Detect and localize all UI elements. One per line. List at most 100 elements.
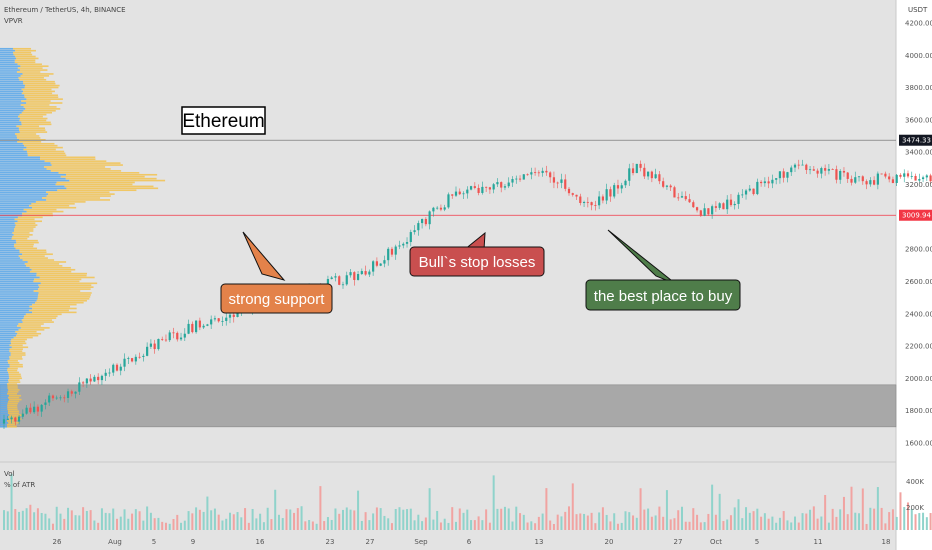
volume-bar-22 xyxy=(85,510,88,530)
candle-body-156 xyxy=(590,202,593,206)
candle-body-13 xyxy=(51,395,55,399)
volume-bar-156 xyxy=(590,512,593,530)
time-tick-15: 18 xyxy=(882,538,891,546)
vpvr-up-179 xyxy=(0,78,20,81)
candle-body-229 xyxy=(865,181,868,185)
candle-body-88 xyxy=(334,276,337,278)
vpvr-down-30 xyxy=(7,367,18,370)
candle-body-95 xyxy=(360,271,363,275)
time-tick-14: 11 xyxy=(814,538,823,546)
volume-bar-161 xyxy=(609,521,612,530)
candle-body-103 xyxy=(390,248,394,255)
time-tick-5: 23 xyxy=(326,538,335,546)
vpvr-up-183 xyxy=(0,71,17,73)
volume-bar-129 xyxy=(488,522,491,530)
volume-bar-213 xyxy=(805,513,808,530)
volume-bar-2 xyxy=(10,474,13,530)
vpvr-down-134 xyxy=(44,166,106,168)
volume-bar-166 xyxy=(628,512,631,530)
vpvr-up-48 xyxy=(0,332,18,335)
volume-bar-128 xyxy=(485,509,488,530)
vpvr-down-5 xyxy=(7,416,19,418)
vpvr-down-177 xyxy=(23,82,56,85)
vpvr-up-133 xyxy=(0,168,47,170)
volume-bar-199 xyxy=(752,511,755,530)
vpvr-down-34 xyxy=(7,360,18,362)
candle-body-11 xyxy=(44,402,47,405)
vpvr-up-17 xyxy=(0,392,8,395)
vpvr-down-21 xyxy=(7,385,18,387)
price-tick-10: 2200.00 xyxy=(905,343,932,351)
vpvr-up-95 xyxy=(0,241,17,244)
vpvr-up-151 xyxy=(0,133,16,135)
time-axis[interactable]: 26 Aug 5 9 16 23 27 Sep 6 13 20 27 Oct 5 11 18 xyxy=(53,538,891,546)
volume-bar-46 xyxy=(176,514,179,530)
vpvr-up-138 xyxy=(0,158,41,161)
candle-body-114 xyxy=(432,207,435,212)
volume-bar-178 xyxy=(673,518,676,530)
candle-body-58 xyxy=(221,320,224,322)
vpvr-down-118 xyxy=(42,197,101,199)
candle-body-174 xyxy=(658,174,661,182)
volume-bar-197 xyxy=(745,507,748,530)
candle-body-226 xyxy=(854,177,857,183)
volume-bar-93 xyxy=(353,510,356,530)
vpvr-down-124 xyxy=(64,185,154,188)
volume-bar-189 xyxy=(714,514,717,530)
vpvr-down-157 xyxy=(21,121,51,124)
candle-body-175 xyxy=(662,181,665,187)
volume-bar-127 xyxy=(481,520,484,530)
vpvr-up-170 xyxy=(0,96,25,99)
volume-bar-210 xyxy=(794,516,796,530)
stop-losses-callout xyxy=(409,246,545,277)
vpvr-down-142 xyxy=(26,150,65,153)
vpvr-down-108 xyxy=(17,216,43,219)
vpvr-up-182 xyxy=(0,73,23,75)
candle-body-184 xyxy=(695,207,699,211)
vpvr-up-44 xyxy=(0,340,11,343)
vpvr-up-97 xyxy=(0,237,12,240)
volume-bar-177 xyxy=(669,519,672,530)
volume-bar-0 xyxy=(3,510,5,530)
vpvr-up-63 xyxy=(0,303,33,306)
volume-bar-25 xyxy=(97,522,100,530)
title-box xyxy=(181,106,266,135)
volume-bar-194 xyxy=(733,507,736,530)
candle-body-228 xyxy=(861,176,864,182)
volume-bar-218 xyxy=(824,494,827,530)
volume-bar-155 xyxy=(586,515,589,530)
vpvr-up-59 xyxy=(0,311,33,314)
volume-bar-58 xyxy=(221,520,224,530)
vpvr-up-177 xyxy=(0,82,24,85)
candle-body-10 xyxy=(40,404,43,412)
candle-body-16 xyxy=(63,397,66,399)
candle-body-244 xyxy=(921,177,925,180)
candle-body-192 xyxy=(726,199,729,210)
volume-bar-207 xyxy=(782,511,785,530)
vpvr-down-80 xyxy=(29,270,72,273)
candle-body-112 xyxy=(424,218,427,225)
vpvr-down-16 xyxy=(8,394,22,397)
candle-body-231 xyxy=(873,180,876,185)
vpvr-down-35 xyxy=(9,358,23,360)
volume-bar-69 xyxy=(262,522,265,530)
vpvr-up-111 xyxy=(0,210,27,213)
candle-body-242 xyxy=(914,175,917,181)
price-tick-8: 2600.00 xyxy=(905,278,932,286)
candle-body-132 xyxy=(500,182,503,188)
volume-bar-222 xyxy=(839,509,842,530)
candle-body-40 xyxy=(153,343,156,350)
volume-bar-7 xyxy=(29,504,32,530)
vpvr-down-175 xyxy=(24,86,59,89)
vpvr-up-78 xyxy=(0,274,37,277)
price-tick-2: 3800.00 xyxy=(905,84,932,92)
time-tick-6: 27 xyxy=(366,538,375,546)
volume-bar-56 xyxy=(213,508,216,530)
candle-body-111 xyxy=(421,218,424,224)
candle-body-225 xyxy=(850,178,853,183)
vpvr-down-57 xyxy=(24,315,58,318)
vpvr-down-184 xyxy=(19,69,48,71)
volume-bar-170 xyxy=(643,509,646,530)
volume-bar-94 xyxy=(357,490,360,530)
